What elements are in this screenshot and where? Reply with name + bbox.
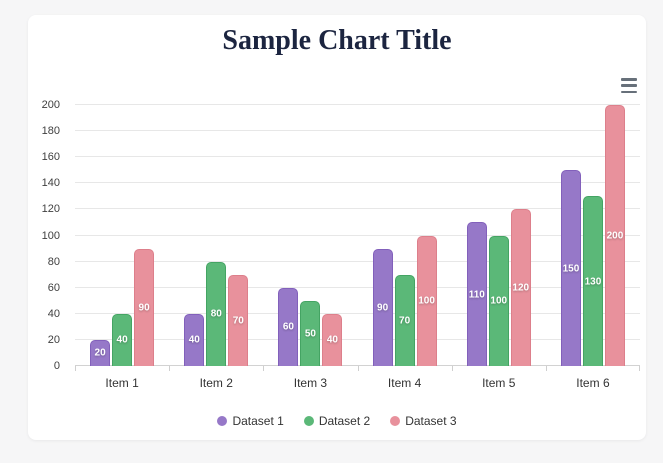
- x-axis-tick: [639, 366, 640, 371]
- y-axis-tick-label: 100: [41, 229, 60, 242]
- hamburger-line: [621, 90, 637, 93]
- bar-dataset-1-item-6[interactable]: 150: [560, 170, 581, 366]
- bar-dataset-3-item-2[interactable]: 70: [228, 274, 249, 366]
- bar-value-label: 90: [138, 302, 150, 314]
- bar-group-item-2: 40 80 70: [169, 105, 263, 366]
- gridline: [75, 156, 640, 158]
- bar-dataset-1-item-2[interactable]: 40: [184, 313, 205, 366]
- legend-marker-icon: [217, 416, 228, 426]
- bar-dataset-2-item-5[interactable]: 100: [488, 235, 509, 366]
- hamburger-line: [621, 84, 637, 87]
- bar-value-label: 90: [377, 302, 389, 314]
- y-axis-tick-label: 0: [53, 360, 60, 372]
- x-axis-tick: [358, 366, 359, 371]
- x-axis-category-label: Item 1: [105, 376, 139, 390]
- gridline: [75, 338, 640, 340]
- gridline: [75, 130, 640, 132]
- plot-area: 20 40 90 40 80 70 60 50 40 90 70 100 110 100 120 150 130…: [75, 104, 640, 371]
- bar-group-item-4: 90 70 100: [358, 105, 452, 366]
- hamburger-line: [621, 78, 637, 81]
- x-axis-category-label: Item 4: [387, 376, 422, 390]
- bar-value-label: 40: [188, 334, 200, 346]
- gridline: [75, 260, 640, 262]
- gridline: [75, 104, 640, 105]
- legend-label: Dataset 2: [318, 414, 371, 428]
- gridline: [75, 312, 640, 314]
- bar-value-label: 70: [399, 315, 411, 327]
- legend-item-dataset-3[interactable]: Dataset 3: [390, 414, 457, 428]
- x-axis-tick: [263, 366, 264, 371]
- bar-value-label: 120: [512, 282, 530, 294]
- bar-dataset-2-item-6[interactable]: 130: [582, 196, 603, 366]
- bar-value-label: 110: [468, 289, 485, 301]
- legend-item-dataset-1[interactable]: Dataset 1: [217, 414, 284, 428]
- bar-group-item-5: 110 100 120: [452, 105, 546, 366]
- bar-dataset-3-item-5[interactable]: 120: [510, 209, 531, 366]
- x-axis-category-label: Item 5: [482, 376, 516, 390]
- bar-dataset-1-item-5[interactable]: 110: [466, 222, 487, 366]
- y-axis-tick-label: 80: [47, 255, 60, 268]
- y-axis-tick-label: 140: [41, 177, 60, 190]
- gridline: [75, 286, 640, 288]
- bar-value-label: 100: [418, 295, 435, 307]
- bar-dataset-1-item-1[interactable]: 20: [90, 339, 111, 366]
- gridline: [75, 234, 640, 236]
- bars-layer: 20 40 90 40 80 70 60 50 40 90 70 100 110 100 120 150 130…: [75, 105, 640, 366]
- chart-card: Sample Chart Title 0 20 40 60 80 100 120 140 160…: [28, 15, 646, 440]
- x-axis-category-label: Item 3: [293, 376, 328, 390]
- legend-label: Dataset 1: [232, 414, 284, 428]
- legend-item-dataset-2[interactable]: Dataset 2: [303, 414, 371, 428]
- bar-value-label: 40: [326, 334, 338, 346]
- bar-value-label: 200: [606, 230, 624, 242]
- bar-dataset-2-item-4[interactable]: 70: [394, 274, 415, 366]
- x-axis-line: [75, 365, 640, 366]
- bar-value-label: 50: [304, 328, 316, 340]
- gridline: [75, 182, 640, 184]
- y-axis-tick-label: 160: [41, 151, 60, 164]
- x-axis-category-label: Item 6: [576, 376, 610, 390]
- x-axis: Item 1 Item 2 Item 3 Item 4 Item 5 Item 6: [75, 376, 640, 390]
- bar-value-label: 100: [490, 295, 508, 307]
- x-axis-tick: [169, 366, 170, 371]
- bar-value-label: 130: [584, 276, 602, 288]
- y-axis-tick-label: 200: [41, 99, 60, 111]
- legend-marker-icon: [390, 416, 401, 426]
- y-axis-tick-label: 40: [47, 307, 60, 320]
- y-axis: 0 20 40 60 80 100 120 140 160 180 200: [28, 99, 68, 372]
- bar-value-label: 20: [94, 347, 106, 359]
- x-axis-tick: [75, 366, 76, 371]
- bar-value-label: 80: [210, 308, 222, 320]
- bar-dataset-1-item-4[interactable]: 90: [372, 248, 393, 366]
- gridline: [75, 208, 640, 210]
- bar-dataset-2-item-2[interactable]: 80: [206, 261, 227, 366]
- bar-dataset-3-item-1[interactable]: 90: [134, 248, 155, 366]
- bar-value-label: 40: [116, 334, 128, 346]
- x-axis-tick: [452, 366, 453, 371]
- bar-dataset-3-item-6[interactable]: 200: [604, 105, 625, 366]
- bar-dataset-3-item-3[interactable]: 40: [322, 313, 343, 366]
- bar-value-label: 60: [282, 321, 294, 333]
- bar-dataset-3-item-4[interactable]: 100: [416, 235, 437, 366]
- bar-dataset-2-item-1[interactable]: 40: [112, 313, 133, 366]
- legend-label: Dataset 3: [405, 414, 457, 428]
- bar-value-label: 150: [562, 263, 580, 275]
- bar-group-item-3: 60 50 40: [263, 105, 357, 366]
- legend-marker-icon: [303, 416, 314, 426]
- y-axis-tick-label: 120: [41, 203, 60, 216]
- bar-value-label: 70: [232, 315, 244, 327]
- bar-dataset-1-item-3[interactable]: 60: [278, 287, 299, 366]
- x-axis-tick: [546, 366, 547, 371]
- bar-dataset-2-item-3[interactable]: 50: [300, 300, 321, 366]
- bar-group-item-6: 150 130 200: [546, 105, 640, 366]
- bar-group-item-1: 20 40 90: [75, 105, 169, 366]
- legend: Dataset 1 Dataset 2 Dataset 3: [28, 414, 646, 428]
- y-axis-tick-label: 20: [47, 333, 60, 346]
- x-axis-category-label: Item 2: [199, 376, 233, 390]
- y-axis-tick-label: 180: [41, 125, 60, 138]
- y-axis-tick-label: 60: [47, 281, 60, 294]
- hamburger-icon[interactable]: [621, 78, 637, 93]
- chart-title: Sample Chart Title: [222, 25, 452, 56]
